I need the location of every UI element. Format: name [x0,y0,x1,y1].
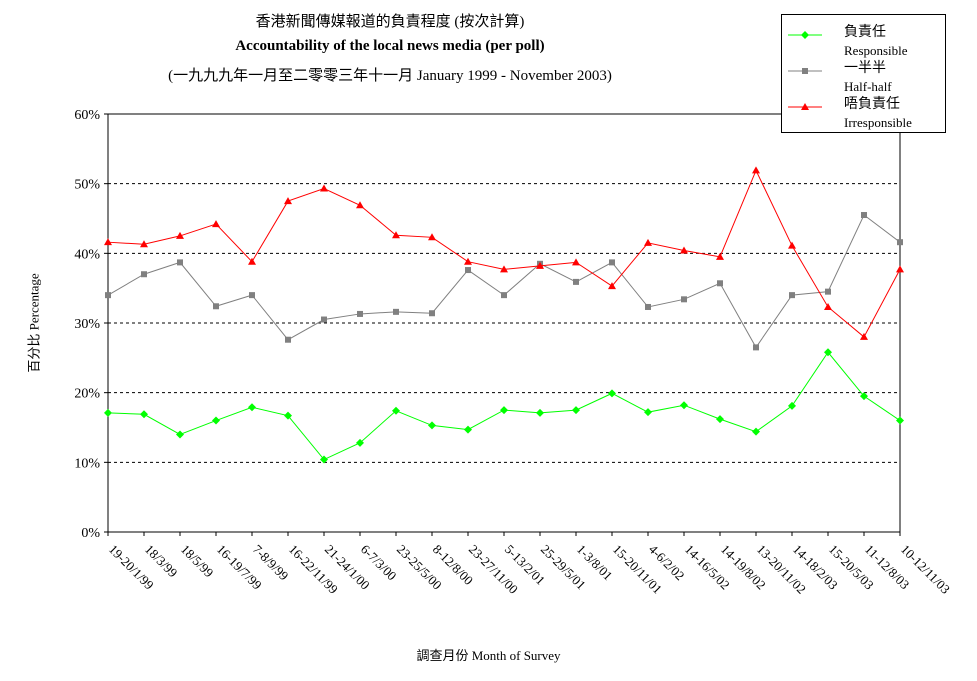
data-point [356,201,364,209]
data-point [824,348,832,357]
legend-label-en: Responsible [844,43,908,58]
chart-title: 香港新聞傳媒報道的負責程度 (按次計算) [255,14,525,30]
data-point [680,246,688,254]
data-point [284,197,292,205]
data-point [320,455,328,464]
y-axis-label: 百分比 Percentage [26,273,42,373]
data-point [464,425,472,434]
legend-swatch-half-half [788,68,822,74]
data-point [860,392,868,401]
data-point [212,416,220,425]
x-axis-label: 調查月份 Month of Survey [416,648,561,663]
data-point [212,220,220,228]
legend-label-cn: 唔負責任 [844,97,900,112]
data-point [753,344,759,351]
data-point [501,292,507,299]
data-point [285,336,291,343]
data-point [392,231,400,239]
data-point [608,389,616,398]
data-point [213,303,219,310]
legend-swatch-responsible [788,31,822,39]
data-point [896,265,904,273]
data-point [140,240,148,248]
y-tick-label: 30% [74,317,100,332]
data-point [644,238,652,246]
data-point [644,408,652,417]
y-tick-label: 50% [74,178,100,193]
data-point [608,282,616,290]
data-point [284,411,292,420]
data-point [392,406,400,415]
data-point [572,406,580,415]
data-point [573,278,579,285]
data-point [536,261,544,269]
data-point [680,401,688,410]
data-point [788,241,796,249]
data-point [105,292,111,299]
data-point [896,416,904,425]
data-point [320,184,328,192]
data-point [897,239,903,246]
data-point [141,271,147,278]
legend: 負責任 Responsible 一半半 Half-half 唔負責任 Irres… [781,14,946,133]
data-point [717,280,723,287]
data-point [393,308,399,315]
data-point [609,259,615,266]
data-point [140,410,148,419]
y-tick-label: 10% [74,456,100,471]
chart-subtitle: Accountability of the local news media (… [235,38,545,54]
data-point [428,421,436,430]
data-point [788,401,796,410]
data-point [248,257,256,265]
data-point [428,233,436,241]
data-point [536,408,544,417]
data-point [645,303,651,310]
data-point [752,427,760,436]
x-tick-label: 10-12/11/03 [898,542,953,597]
y-tick-label: 0% [81,526,100,541]
data-point [860,332,868,340]
data-point [789,292,795,299]
data-point [681,296,687,303]
legend-label-cn: 負責任 [844,25,886,40]
data-point [429,310,435,317]
data-point [176,430,184,439]
legend-label-en: Half-half [844,79,892,94]
data-point [464,257,472,265]
y-tick-label: 40% [74,247,100,262]
chart-date-range: (一九九九年一月至二零零三年十一月 January 1999 - Novembe… [168,68,612,84]
data-point [500,406,508,415]
legend-label-cn: 一半半 [844,61,886,76]
data-point [825,288,831,295]
data-point [572,258,580,266]
data-point [321,316,327,323]
data-point [104,408,112,417]
x-tick-label: 18/5/99 [178,542,217,581]
data-point [824,302,832,310]
data-point [249,292,255,299]
data-point [500,265,508,273]
data-point [357,310,363,317]
y-tick-label: 60% [74,108,100,123]
data-point [716,252,724,260]
data-point [465,267,471,274]
data-point [752,166,760,174]
data-point [177,259,183,266]
legend-label-en: Irresponsible [844,115,912,130]
data-point [861,212,867,219]
data-point [716,415,724,424]
data-point [104,238,112,246]
data-point [176,231,184,239]
data-point [248,403,256,412]
legend-swatch-irresponsible [788,103,822,110]
data-point [356,438,364,447]
y-tick-label: 20% [74,387,100,402]
